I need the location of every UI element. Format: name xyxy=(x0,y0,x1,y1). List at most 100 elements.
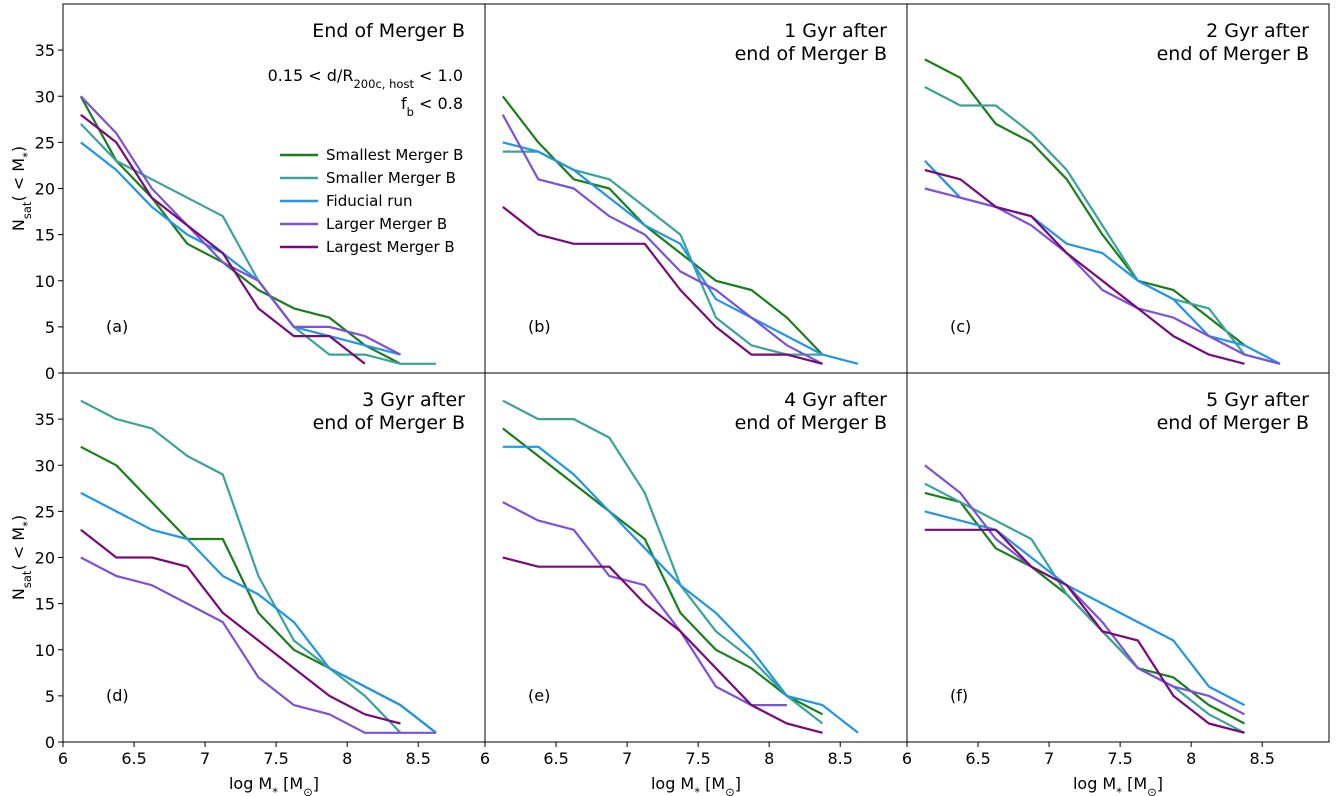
x-axis-label-part: [M xyxy=(278,774,303,793)
y-tick-label: 5 xyxy=(45,318,55,337)
y-tick-label: 35 xyxy=(35,41,55,60)
panel-title: end of Merger B xyxy=(735,412,887,434)
panel-title: 2 Gyr after xyxy=(1206,20,1309,42)
x-axis-label-sub: * xyxy=(1116,785,1122,796)
annotation: 0.15 < d/R200c, host < 1.0 xyxy=(268,66,463,91)
x-axis-label-part: ] xyxy=(735,774,741,793)
series-line: Larger Merger B xyxy=(924,187,1281,365)
y-axis-label-sub: sat xyxy=(20,201,34,219)
y-tick-label: 0 xyxy=(45,733,55,752)
annotation-part: 0.15 < d/R xyxy=(268,66,354,85)
x-axis-label-sub: * xyxy=(694,785,700,796)
x-tick-label: 8.5 xyxy=(1249,749,1274,768)
panel-label: (a) xyxy=(106,317,128,336)
y-tick-label: 10 xyxy=(35,272,55,291)
panel-title: end of Merger B xyxy=(1157,412,1309,434)
x-tick-label: 7.5 xyxy=(1107,749,1132,768)
x-tick-label: 6 xyxy=(58,749,68,768)
panel-title: 3 Gyr after xyxy=(362,389,465,411)
panel-title: 4 Gyr after xyxy=(784,389,887,411)
series-line: Largest Merger B xyxy=(80,528,401,725)
series-line: Larger Merger B xyxy=(502,501,787,707)
series-line: Smaller Merger B xyxy=(924,482,1246,734)
series-line: Fiducial run xyxy=(502,445,859,734)
y-axis-label-part: ( < M xyxy=(9,527,28,571)
series-line: Larger Merger B xyxy=(924,464,1246,716)
x-axis-label-part: [M xyxy=(1122,774,1147,793)
series-line: Fiducial run xyxy=(924,160,1281,365)
annotation-sub: b xyxy=(407,105,414,119)
x-tick-label: 6 xyxy=(902,749,912,768)
x-axis-label-part: log M xyxy=(651,774,694,793)
series-line: Fiducial run xyxy=(502,141,859,365)
series-line: Largest Merger B xyxy=(502,556,823,734)
x-tick-label: 8.5 xyxy=(405,749,430,768)
y-axis-label-part: ) xyxy=(9,515,28,521)
series-line xyxy=(80,113,366,365)
y-axis-label-part: N xyxy=(9,219,28,231)
panel-title: end of Merger B xyxy=(1157,43,1309,65)
panel-label: (f) xyxy=(950,686,968,705)
x-tick-label: 8 xyxy=(764,749,774,768)
x-axis-label-sub: * xyxy=(272,785,278,796)
y-axis-label: Nsat( < M*) xyxy=(9,146,34,231)
annotation-part: < 0.8 xyxy=(414,94,463,113)
series-line: Fiducial run xyxy=(924,510,1246,707)
x-tick-label: 8 xyxy=(342,749,352,768)
annotation: fb < 0.8 xyxy=(401,94,463,119)
x-tick-label: 7.5 xyxy=(685,749,710,768)
y-tick-label: 30 xyxy=(35,456,55,475)
x-tick-label: 7 xyxy=(1044,749,1054,768)
annotation-sub: 200c, host xyxy=(353,77,414,91)
series-line xyxy=(80,95,402,356)
legend-label: Larger Merger B xyxy=(326,215,447,233)
y-tick-label: 20 xyxy=(35,180,55,199)
panel-title: 5 Gyr after xyxy=(1206,389,1309,411)
series-line xyxy=(80,141,401,356)
x-tick-label: 7 xyxy=(622,749,632,768)
y-tick-label: 20 xyxy=(35,549,55,568)
series-line: Largest Merger B xyxy=(924,168,1245,365)
annotation-part: f xyxy=(401,94,407,113)
series-line: Larger Merger B xyxy=(501,114,824,365)
x-axis-label-part: ] xyxy=(313,774,319,793)
panel-label: (b) xyxy=(528,317,551,336)
panel-title: End of Merger B xyxy=(312,20,465,42)
y-tick-label: 5 xyxy=(45,687,55,706)
x-axis-label-sub: ⊙ xyxy=(725,785,735,796)
y-axis-label-sub: * xyxy=(20,152,34,158)
x-axis-label-part: log M xyxy=(229,774,272,793)
panel-label: (e) xyxy=(528,686,550,705)
axes-frame xyxy=(906,372,1330,743)
y-tick-label: 15 xyxy=(35,595,55,614)
series-line: Smallest Merger B xyxy=(501,95,824,356)
panel-title: end of Merger B xyxy=(313,412,465,434)
x-axis-label: log M* [M⊙] xyxy=(651,774,741,796)
legend-label: Fiducial run xyxy=(326,192,412,210)
x-axis-label-sub: ⊙ xyxy=(303,785,313,796)
series-line: Fiducial run xyxy=(80,491,437,734)
x-tick-label: 6.5 xyxy=(543,749,568,768)
series-line: Smallest Merger B xyxy=(502,427,824,716)
series-line: Smallest Merger B xyxy=(80,445,437,734)
x-tick-label: 6.5 xyxy=(965,749,990,768)
x-tick-label: 7.5 xyxy=(263,749,288,768)
series-line: Smaller Merger B xyxy=(924,86,1281,365)
y-axis-label-part: ) xyxy=(9,146,28,152)
y-axis-label: Nsat( < M*) xyxy=(9,515,34,600)
series-line: Smaller Merger B xyxy=(80,399,402,734)
x-axis-label-sub: ⊙ xyxy=(1147,785,1157,796)
panel-title: 1 Gyr after xyxy=(784,20,887,42)
panel-label: (c) xyxy=(950,317,971,336)
y-tick-label: 10 xyxy=(35,641,55,660)
series-line: Larger Merger B xyxy=(80,556,436,734)
y-tick-label: 35 xyxy=(35,410,55,429)
legend-label: Smallest Merger B xyxy=(326,146,463,164)
y-tick-label: 0 xyxy=(45,364,55,383)
x-axis-label-part: log M xyxy=(1073,774,1116,793)
annotation-part: < 1.0 xyxy=(414,66,463,85)
y-tick-label: 30 xyxy=(35,87,55,106)
y-axis-label-part: N xyxy=(9,588,28,600)
series-line: Largest Merger B xyxy=(502,206,823,365)
x-axis-label: log M* [M⊙] xyxy=(229,774,319,796)
